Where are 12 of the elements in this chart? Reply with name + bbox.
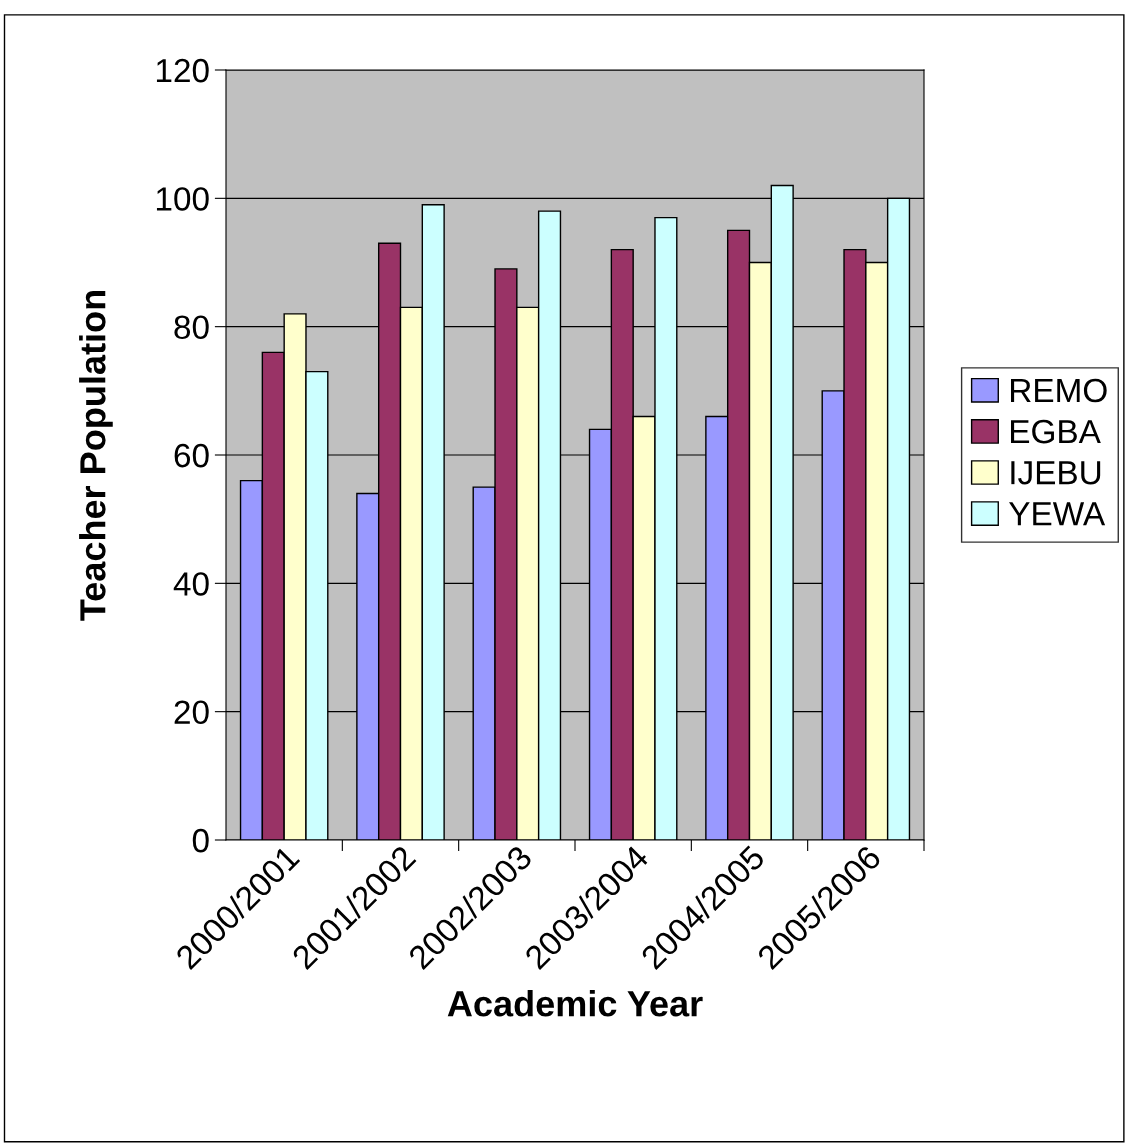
y-axis-title: Teacher Population [79,291,113,621]
y-tick-label: 40 [173,572,209,596]
y-tick-label: 20 [174,700,209,725]
legend-label: YEWA [1009,502,1106,526]
y-tick-label: 120 [156,58,209,83]
legend-label: REMO [1011,378,1107,403]
legend-label: IJEBU [1011,461,1101,485]
y-tick-label: 100 [156,187,209,211]
x-axis-title: Academic Year [447,990,703,1017]
y-tick-label: 80 [174,315,209,340]
y-tick-label: 60 [174,443,209,468]
legend-label: EGBA [1011,419,1101,444]
